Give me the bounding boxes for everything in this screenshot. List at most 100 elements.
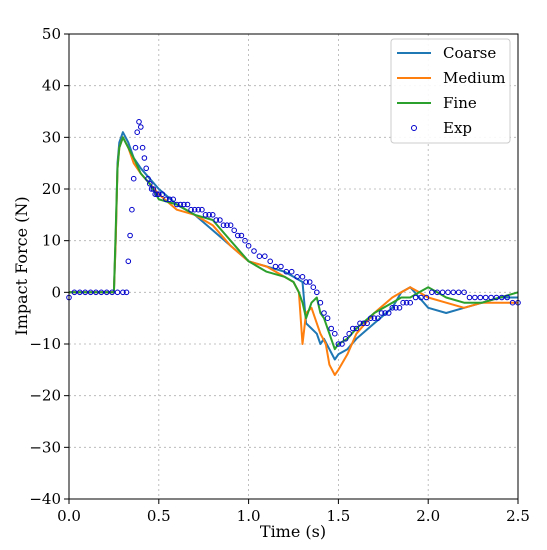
data-point-exp [174,201,180,208]
x-tick-label: 1.5 [326,507,350,525]
data-point-exp [170,196,176,203]
axis-ticks: 0.0 0.5 1.0 1.5 2.0 2.5 −40 −30 −20 −10 0 10 20 30 40 5… [29,25,530,525]
data-point-exp [272,263,279,270]
data-point-exp [154,191,160,197]
y-tick-label: −20 [29,387,61,405]
data-point-exp [87,289,94,296]
data-point-exp [504,294,511,301]
series-layer [66,119,521,376]
data-point-exp [346,330,353,337]
data-point-exp [166,196,173,203]
series-markers-exp [66,119,521,347]
data-point-exp [294,274,300,280]
data-point-exp [328,325,335,332]
legend-box [390,38,511,144]
data-point-exp [156,191,162,197]
data-point-exp [403,299,410,306]
data-point-exp [213,217,220,223]
data-point-exp [143,165,149,172]
data-point-exp [163,196,169,203]
y-tick-label: 20 [42,180,61,198]
data-point-exp [134,129,140,135]
data-point-exp [227,222,234,228]
data-point-exp [129,206,135,213]
y-tick-label: 40 [42,77,61,95]
data-point-exp [251,248,257,254]
legend-label-coarse: Coarse [443,44,496,62]
data-point-exp [332,330,338,337]
legend-label-fine: Fine [443,94,477,112]
y-tick-label: 50 [42,25,61,43]
data-point-exp [321,310,327,316]
data-point-exp [434,289,441,296]
data-point-exp [418,294,424,301]
data-point-exp [393,305,399,311]
y-axis-label: Impact Force (N) [12,196,31,335]
legend: Coarse Medium Fine Exp [390,38,511,144]
data-point-exp [371,315,378,322]
data-point-exp [455,289,462,296]
data-point-exp [148,186,155,192]
data-point-exp [310,284,317,291]
data-point-exp [360,320,367,327]
data-point-exp [450,289,457,296]
data-point-exp [339,341,345,347]
data-point-exp [235,232,241,239]
data-point-exp [245,243,252,249]
data-point-exp [389,305,396,311]
data-point-exp [283,268,290,275]
data-point-exp [378,310,385,316]
data-point-exp [114,289,121,296]
data-point-exp [188,206,194,213]
data-point-exp [306,279,313,285]
data-point-exp [400,299,406,306]
data-point-exp [335,341,342,347]
data-point-exp [412,294,419,301]
data-point-exp [77,289,83,296]
data-point-exp [445,289,451,296]
data-point-exp [132,144,139,151]
data-point-exp [224,222,230,228]
data-point-exp [466,294,473,301]
data-point-exp [350,325,356,332]
legend-marker-exp [411,125,417,131]
data-point-exp [98,289,105,296]
data-point-exp [288,268,295,275]
data-point-exp [472,294,478,301]
data-point-exp [199,206,205,213]
data-point-exp [159,191,166,197]
data-point-exp [181,201,187,208]
data-point-exp [439,289,446,296]
data-point-exp [217,217,223,223]
data-point-exp [139,144,146,151]
data-point-exp [482,294,489,301]
data-point-exp [130,175,137,182]
data-point-exp [267,258,274,265]
y-tick-label: 30 [42,128,61,146]
data-point-exp [138,124,144,130]
data-point-exp [109,289,115,296]
data-point-exp [152,191,158,197]
y-tick-label: 0 [51,283,61,301]
data-point-exp [150,186,157,192]
x-tick-label: 2.0 [416,507,440,525]
legend-label-exp: Exp [443,119,472,137]
data-point-exp [382,310,388,316]
data-point-exp [367,315,374,322]
data-point-exp [357,320,363,327]
data-point-exp [375,315,381,322]
data-point-exp [120,289,126,296]
legend-label-medium: Medium [443,69,506,87]
data-point-exp [493,294,500,301]
data-point-exp [206,212,212,218]
data-point-exp [477,294,484,301]
data-point-exp [141,155,148,161]
data-point-exp [147,181,153,187]
data-point-exp [364,320,370,327]
x-tick-label: 0.5 [147,507,171,525]
data-point-exp [299,274,306,280]
data-point-exp [242,237,248,244]
data-point-exp [342,336,349,342]
x-tick-label: 1.0 [237,507,261,525]
data-point-exp [195,206,202,213]
